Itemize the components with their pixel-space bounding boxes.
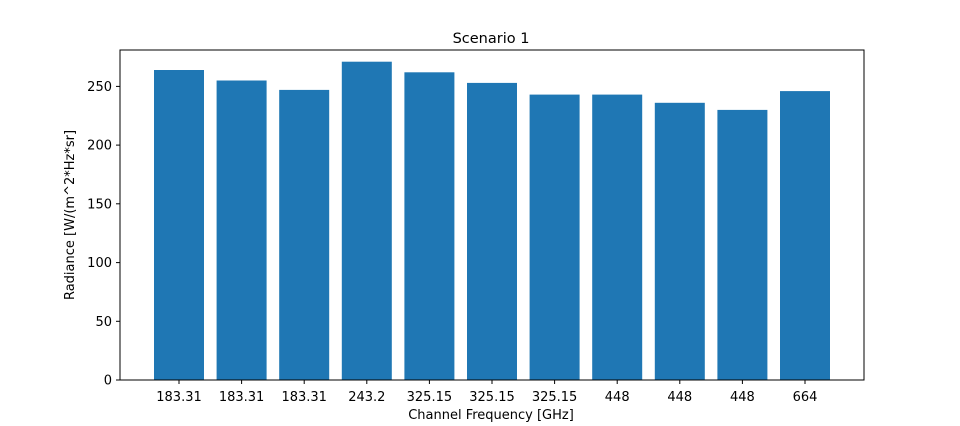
bar xyxy=(216,80,267,380)
bar xyxy=(780,91,830,380)
x-tick-label: 243.2 xyxy=(348,390,385,405)
bar xyxy=(341,61,392,380)
bars-group xyxy=(154,61,830,381)
x-tick-label: 448 xyxy=(605,390,630,405)
y-tick-label: 50 xyxy=(95,315,112,330)
y-tick-label: 100 xyxy=(87,256,112,271)
y-tick-label: 150 xyxy=(87,197,112,212)
x-tick-label: 325.15 xyxy=(407,390,453,405)
y-tick-label: 0 xyxy=(104,374,112,389)
chart-title: Scenario 1 xyxy=(453,31,530,47)
x-tick-label: 664 xyxy=(793,390,818,405)
y-axis: 0 50 100 150 200 250 xyxy=(87,80,120,389)
bar xyxy=(529,94,580,380)
x-tick-label: 448 xyxy=(730,390,755,405)
bar xyxy=(154,70,204,380)
bar xyxy=(717,109,768,381)
x-tick-label: 183.31 xyxy=(281,390,327,405)
plot-frame xyxy=(119,49,865,381)
y-tick-label: 250 xyxy=(87,80,112,95)
bar xyxy=(404,72,455,381)
x-axis-label: Channel Frequency [GHz] xyxy=(408,408,574,423)
x-axis: 183.31 183.31 183.31 243.2 325.15 325.15 325.1… xyxy=(156,380,817,405)
y-axis-label: Radiance [W/(m^2*Hz*sr] xyxy=(63,130,78,300)
x-tick-label: 183.31 xyxy=(219,390,265,405)
bar xyxy=(279,89,330,381)
x-tick-label: 325.15 xyxy=(469,390,515,405)
x-tick-label: 183.31 xyxy=(156,390,202,405)
bar xyxy=(592,94,643,380)
y-tick-label: 200 xyxy=(87,139,112,154)
x-tick-label: 325.15 xyxy=(532,390,578,405)
bar xyxy=(467,82,517,381)
bar xyxy=(654,102,705,381)
x-tick-label: 448 xyxy=(667,390,692,405)
